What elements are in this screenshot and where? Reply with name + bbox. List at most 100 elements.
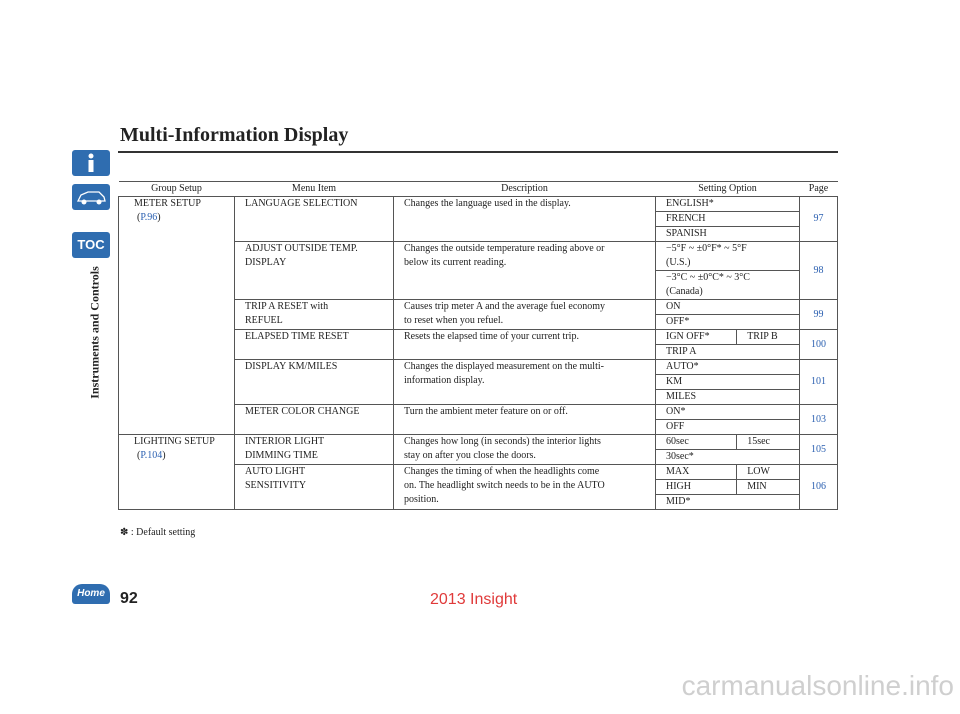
text-line: DISPLAY — [245, 257, 287, 268]
description: Changes the outside temperature reading … — [393, 241, 656, 300]
footnote: ✽ : Default setting — [120, 527, 196, 538]
column-header: Group Setup — [118, 181, 235, 197]
page-link[interactable]: 100 — [799, 329, 838, 360]
setting-option: 30sec* — [655, 449, 800, 465]
group-ref: (P.96) — [137, 212, 161, 223]
page-link[interactable]: 101 — [799, 359, 838, 405]
page-ref-link[interactable]: P.104 — [140, 450, 163, 461]
table-row: ELAPSED TIME RESET Resets the elapsed tim… — [119, 329, 838, 360]
site-watermark: carmanualsonline.info — [681, 670, 954, 701]
column-header: Page — [799, 181, 838, 197]
text-line: AUTO LIGHT — [245, 466, 306, 477]
table-row: LIGHTING SETUP (P.104) INTERIOR LIGHT DIMMI… — [118, 434, 838, 510]
setting-option: ON — [655, 299, 800, 315]
menu-item: LANGUAGE SELECTION — [234, 196, 394, 242]
description: Changes the timing of when the headlight… — [393, 464, 656, 510]
column-header: Menu Item — [234, 181, 394, 197]
description: Changes how long (in seconds) the interi… — [393, 434, 656, 465]
table-row: −3°C ~ ±0°C* ~ 3°C (Canada) — [119, 270, 838, 300]
text-line: TRIP A RESET with — [245, 301, 329, 312]
group-ref: (P.104) — [137, 450, 166, 461]
text-line: METER COLOR CHANGE — [245, 406, 360, 417]
text-line: Causes trip meter A and the average fuel… — [404, 301, 606, 312]
text-line: on. The headlight switch needs to be in … — [404, 480, 605, 491]
description: Changes the language used in the display… — [393, 196, 656, 242]
page-link[interactable]: 103 — [799, 404, 838, 435]
info-icon[interactable] — [72, 150, 110, 176]
setting-option: IGN OFF* — [654, 329, 738, 345]
column-header: Setting Option — [655, 181, 800, 197]
section-label: Instruments and Controls — [87, 266, 102, 399]
setting-option: −5°F ~ ±0°F* ~ 5°F (U.S.) — [655, 241, 800, 271]
group-cell: LIGHTING SETUP (P.104) — [118, 434, 235, 510]
text-line: ADJUST OUTSIDE TEMP. — [245, 243, 358, 254]
menu-item: DISPLAY KM/MILES — [234, 359, 394, 405]
text-line: information display. — [404, 375, 485, 386]
setting-option: LOW — [736, 464, 800, 480]
menu-item: AUTO LIGHT SENSITIVITY — [234, 464, 394, 510]
home-icon[interactable]: Home — [72, 584, 110, 604]
text-line: Changes the outside temperature reading … — [404, 243, 605, 254]
setting-option: FRENCH — [655, 211, 800, 227]
text-line: stay on after you close the doors. — [404, 450, 536, 461]
watermark: 2013 Insight — [430, 591, 518, 608]
setting-option: 60sec — [654, 434, 738, 450]
setting-option: ON* — [655, 404, 800, 420]
text-line: position. — [404, 494, 439, 505]
table-row: MID* — [119, 494, 838, 510]
setting-option: 15sec — [736, 434, 800, 450]
menu-item: TRIP A RESET with REFUEL — [234, 299, 394, 330]
setting-option: KM — [655, 374, 800, 390]
title: Multi-Information Display — [120, 124, 349, 146]
title-rule — [118, 151, 838, 153]
setting-option: ENGLISH* — [655, 196, 800, 212]
toc-icon[interactable]: TOC — [72, 232, 110, 258]
text-line: DISPLAY KM/MILES — [245, 361, 338, 372]
column-header: Description — [393, 181, 656, 197]
setting-option: OFF* — [655, 314, 800, 330]
text-line: SENSITIVITY — [245, 480, 307, 491]
page-number: 92 — [120, 590, 138, 607]
text-line: LANGUAGE SELECTION — [245, 198, 358, 209]
setting-option: AUTO* — [655, 359, 800, 375]
car-icon[interactable] — [72, 184, 110, 210]
table-row: METER SETUP (P.96) LANGUAGE SELECTION Chang… — [118, 196, 838, 435]
text-line: REFUEL — [245, 315, 283, 326]
page-link[interactable]: 106 — [799, 464, 838, 510]
description: Turn the ambient meter feature on or off… — [393, 404, 656, 435]
menu-item: METER COLOR CHANGE — [234, 404, 394, 435]
setting-option: −3°C ~ ±0°C* ~ 3°C (Canada) — [655, 270, 800, 300]
text-line: Changes how long (in seconds) the interi… — [404, 436, 601, 447]
setting-option: MIN — [736, 479, 800, 495]
page-link[interactable]: 105 — [799, 434, 838, 465]
text-line: Changes the displayed measurement on the… — [404, 361, 604, 372]
page-link[interactable]: 99 — [799, 299, 838, 330]
table-row: METER COLOR CHANGE Turn the ambient meter… — [119, 404, 838, 435]
setting-option: MAX — [654, 464, 738, 480]
text-line: below its current reading. — [404, 257, 507, 268]
text-line: DIMMING TIME — [245, 450, 318, 461]
group-cell: METER SETUP (P.96) — [118, 196, 235, 435]
text-line: Resets the elapsed time of your current … — [404, 331, 579, 342]
text-line: Changes the language used in the display… — [404, 198, 571, 209]
settings-table: Group Setup Menu Item Description Setting O… — [118, 181, 838, 510]
menu-item: ELAPSED TIME RESET — [234, 329, 394, 360]
setting-option: MILES — [655, 389, 800, 405]
setting-option: MID* — [655, 494, 800, 510]
setting-option: TRIP A — [655, 344, 800, 360]
text-line: Changes the timing of when the headlight… — [404, 466, 600, 477]
page-link[interactable]: 98 — [799, 241, 838, 300]
description: Changes the displayed measurement on the… — [393, 359, 656, 405]
text-line: Turn the ambient meter feature on or off… — [404, 406, 568, 417]
menu-item: INTERIOR LIGHT DIMMING TIME — [234, 434, 394, 465]
text-line: to reset when you refuel. — [404, 315, 504, 326]
menu-item: ADJUST OUTSIDE TEMP. DISPLAY — [234, 241, 394, 300]
page-ref-link[interactable]: P.96 — [140, 212, 158, 223]
description: Causes trip meter A and the average fuel… — [393, 299, 656, 330]
car-glyph — [76, 191, 106, 205]
page-link[interactable]: 97 — [799, 196, 838, 242]
setting-option: HIGH — [654, 479, 738, 495]
table-row: DISPLAY KM/MILES Changes the displayed me… — [119, 359, 838, 405]
setting-option: OFF — [655, 419, 800, 435]
